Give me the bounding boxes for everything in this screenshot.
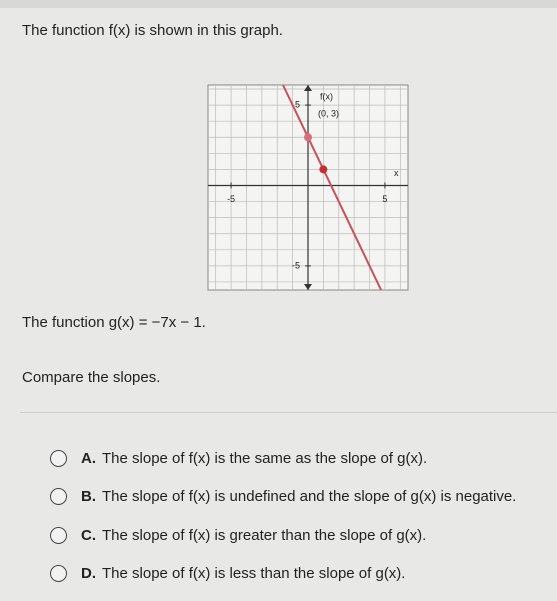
point bbox=[319, 165, 328, 174]
y-tick-label: 5 bbox=[295, 99, 300, 109]
option[interactable]: C. The slope of f(x) is greater than the … bbox=[50, 523, 426, 547]
radio-button[interactable] bbox=[50, 565, 67, 582]
axis-arrow bbox=[304, 85, 312, 91]
option-text: The slope of f(x) is less than the slope… bbox=[102, 565, 406, 582]
function-line bbox=[282, 84, 382, 291]
prompt: Compare the slopes. bbox=[22, 369, 161, 386]
radio-button[interactable] bbox=[50, 526, 67, 544]
option[interactable]: D. The slope of f(x) is less than the slo… bbox=[50, 562, 405, 586]
option-letter: A. bbox=[81, 449, 96, 467]
top-bar bbox=[0, 0, 557, 8]
point bbox=[304, 133, 312, 142]
y-axis-label: f(x) bbox=[320, 91, 333, 101]
option-text: The slope of f(x) is greater than the sl… bbox=[102, 526, 427, 544]
y-tick-label: -5 bbox=[292, 260, 300, 270]
radio-button[interactable] bbox=[50, 488, 67, 505]
x-tick-label: 5 bbox=[382, 194, 387, 204]
radio-button[interactable] bbox=[50, 449, 67, 467]
x-tick-label: -5 bbox=[227, 194, 235, 204]
option-text: The slope of f(x) is the same as the slo… bbox=[102, 449, 428, 467]
point-label: (0, 3) bbox=[318, 109, 339, 119]
question: The function f(x) is shown in this graph… bbox=[22, 22, 283, 39]
option[interactable]: A. The slope of f(x) is the same as the s… bbox=[50, 446, 427, 470]
axis-arrow bbox=[304, 284, 312, 290]
option-letter: D. bbox=[81, 565, 96, 582]
graph: f(x) x -5 5 5 -5 (0, 3) bbox=[207, 84, 409, 291]
separator bbox=[20, 412, 557, 413]
option-letter: B. bbox=[81, 488, 96, 505]
g-function: The function g(x) = −7x − 1. bbox=[22, 314, 206, 331]
option[interactable]: B. The slope of f(x) is undefined and the… bbox=[50, 485, 516, 509]
option-letter: C. bbox=[81, 526, 96, 544]
option-text: The slope of f(x) is undefined and the s… bbox=[102, 488, 517, 505]
x-axis-label: x bbox=[394, 168, 399, 178]
